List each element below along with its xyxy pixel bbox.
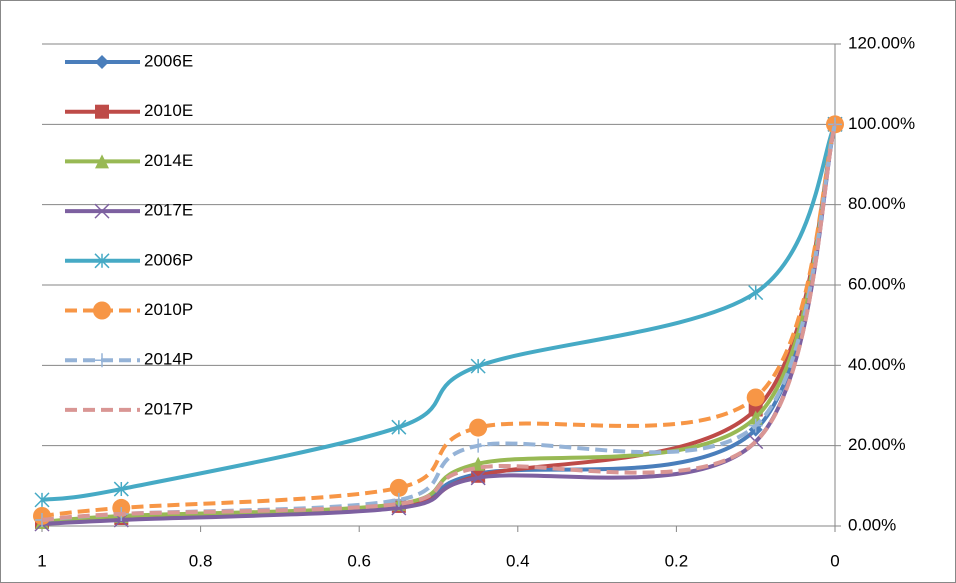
series-line [41,123,837,518]
legend-item: 2010P [65,300,193,320]
legend-marker [95,353,109,368]
legend-label: 2017E [144,201,193,220]
legend-marker [93,301,111,320]
point [828,117,842,132]
point [470,358,486,374]
legend-item: 2017P [65,399,193,418]
x-tick-label: 0.6 [347,551,371,570]
legend-label: 2010E [144,101,193,120]
legend-label: 2014E [144,151,193,170]
point [748,285,764,301]
legend-marker [95,154,109,169]
series-line [41,123,837,524]
series-line [41,123,837,522]
point [471,438,486,453]
y-tick-label: 20.00% [848,435,906,454]
point [113,481,129,497]
point [391,419,407,435]
x-tick-label: 0.8 [189,551,213,570]
x-tick-label: 1 [37,551,46,570]
y-tick-label: 0.00% [848,515,896,534]
x-tick-label: 0 [830,551,839,570]
legend-marker [95,55,109,69]
point [746,388,765,407]
point [469,418,488,437]
legend-label: 2006E [144,51,193,70]
point [389,478,408,497]
point [470,470,486,486]
series-line [41,123,837,526]
y-tick-label: 40.00% [848,355,906,374]
point [34,492,50,508]
legend-label: 2014P [144,350,193,369]
legend-marker [95,104,109,119]
legend-label: 2010P [144,300,193,319]
series-line [41,123,837,502]
legend-item: 2006E [65,51,193,70]
legend-item: 2014E [65,151,193,170]
x-tick-label: 0.4 [506,551,530,570]
y-tick-label: 120.00% [848,33,915,52]
x-tick-label: 0.2 [665,551,689,570]
legend-label: 2017P [144,399,193,418]
legend-marker [94,253,110,269]
point [391,492,406,507]
point [748,418,763,433]
legend-item: 2014P [65,350,193,369]
y-tick-label: 60.00% [848,274,906,293]
legend-item: 2017E [65,201,193,220]
legend-item: 2010E [65,101,193,120]
y-tick-label: 80.00% [848,194,906,213]
legend-label: 2006P [144,250,193,269]
y-tick-label: 100.00% [848,114,915,133]
legend-marker [94,203,110,219]
legend-item: 2006P [65,250,193,269]
